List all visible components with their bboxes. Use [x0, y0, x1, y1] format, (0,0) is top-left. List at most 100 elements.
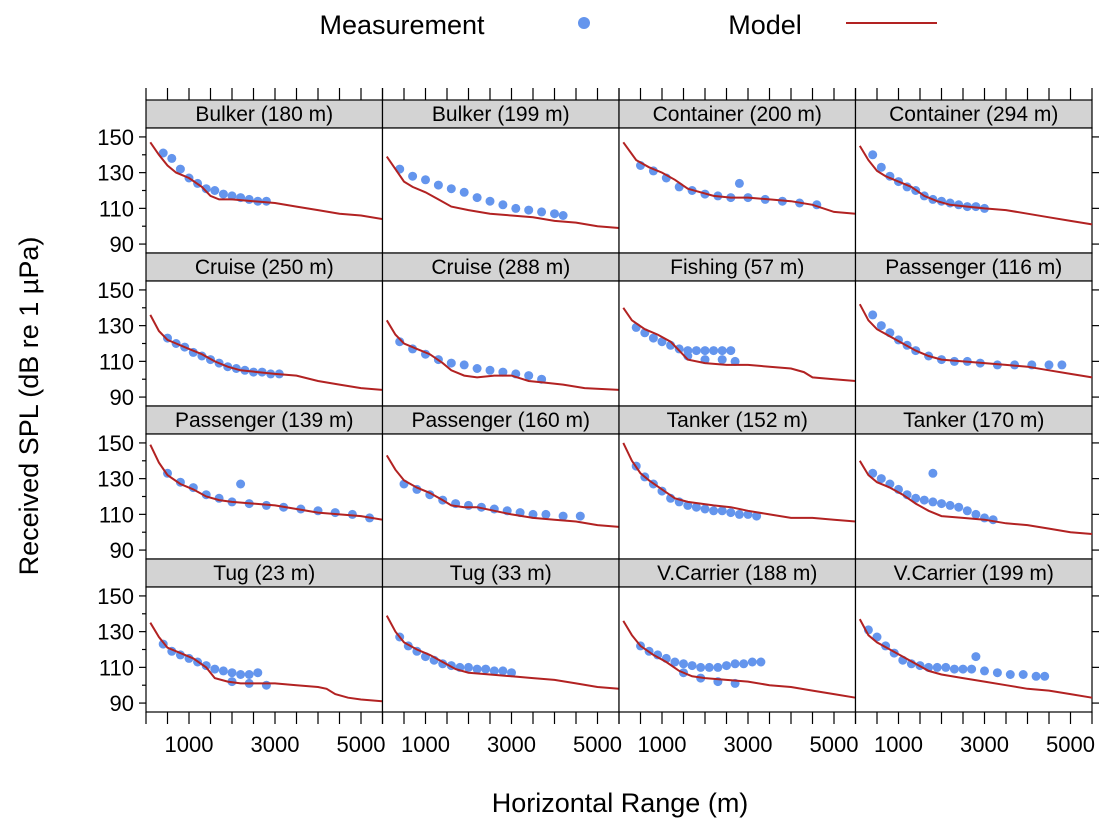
- model-line: [385, 156, 620, 229]
- measurement-point: [734, 178, 744, 188]
- y-tick-label: 130: [97, 314, 134, 339]
- measurement-point: [704, 662, 714, 672]
- measurement-point: [511, 203, 521, 213]
- measurement-point: [433, 180, 443, 190]
- x-tick-label: 1000: [874, 732, 923, 757]
- model-line: [622, 620, 856, 699]
- measurement-point: [730, 356, 740, 366]
- panel-strip: [854, 99, 1093, 129]
- measurement-point: [691, 502, 701, 512]
- measurement-point: [558, 211, 568, 220]
- measurement-point: [928, 468, 938, 478]
- measurement-point: [507, 668, 516, 678]
- measurement-point: [489, 666, 499, 676]
- panel-0: Bulker (180 m): [139, 88, 384, 254]
- measurement-point: [244, 194, 254, 204]
- y-tick-label: 130: [97, 467, 134, 492]
- panel-15: V.Carrier (199 m): [854, 558, 1099, 724]
- measurement-point: [709, 346, 719, 356]
- measurement-point: [395, 337, 405, 347]
- measurement-point: [967, 664, 977, 674]
- panel-frame: [381, 127, 620, 254]
- measurement-point: [524, 371, 534, 381]
- x-tick-label: 5000: [337, 732, 386, 757]
- measurement-point: [971, 509, 981, 519]
- panel-frame: [618, 280, 857, 407]
- measurement-point: [739, 659, 749, 669]
- measurement-point: [524, 205, 534, 215]
- measurement-point: [472, 364, 482, 373]
- y-tick-label: 90: [110, 691, 134, 716]
- measurement-point: [722, 661, 731, 671]
- measurement-point: [218, 189, 228, 199]
- measurement-point: [459, 360, 469, 370]
- measurement-point: [330, 508, 340, 518]
- panel-frame: [381, 433, 620, 560]
- measurement-point: [1044, 360, 1054, 370]
- x-tick-label: 1000: [401, 732, 450, 757]
- measurement-point: [980, 666, 989, 676]
- panel-14: V.Carrier (188 m): [618, 558, 857, 724]
- measurement-point: [679, 659, 688, 669]
- measurement-point: [717, 355, 727, 365]
- panel-frame: [618, 586, 857, 713]
- measurement-point: [201, 661, 211, 671]
- panel-12: Tug (23 m): [139, 558, 384, 724]
- measurement-point: [756, 657, 766, 667]
- panel-frame: [145, 280, 384, 407]
- measurement-point: [674, 344, 684, 354]
- measurement-point: [958, 664, 968, 674]
- legend-label-model: Model: [728, 10, 802, 40]
- measurement-point: [210, 186, 220, 195]
- x-axis-title: Horizontal Range (m): [492, 788, 749, 818]
- measurement-point: [537, 207, 547, 217]
- measurement-point: [648, 333, 658, 343]
- panel-strip: [854, 252, 1093, 282]
- panel-6: Fishing (57 m): [618, 252, 857, 407]
- panel-frame: [618, 433, 857, 560]
- x-tick-label: 5000: [573, 732, 622, 757]
- measurement-point: [421, 175, 430, 185]
- measurement-point: [700, 504, 710, 514]
- measurement-point: [876, 321, 886, 331]
- measurement-point: [236, 479, 246, 489]
- measurement-point: [1040, 671, 1050, 681]
- panel-title: Passenger (139 m): [175, 409, 354, 432]
- measurement-point: [481, 664, 491, 674]
- model-line: [149, 444, 383, 521]
- measurement-point: [236, 670, 246, 679]
- measurement-point: [158, 148, 168, 158]
- measurement-point: [717, 506, 727, 516]
- measurement-point: [201, 184, 211, 194]
- panel-frame: [145, 586, 384, 713]
- panel-title: Cruise (250 m): [195, 256, 334, 279]
- measurement-point: [932, 662, 942, 672]
- panel-title: Passenger (116 m): [885, 256, 1062, 279]
- measurement-point: [700, 346, 710, 356]
- y-tick-label: 150: [97, 584, 134, 609]
- measurement-point: [485, 365, 495, 375]
- panel-strip: [854, 558, 1093, 588]
- y-tick-label: 110: [99, 502, 134, 527]
- measurement-point: [313, 506, 323, 516]
- model-line: [858, 460, 1093, 535]
- measurement-point: [575, 511, 585, 521]
- model-line: [149, 622, 383, 703]
- measurement-point: [175, 164, 185, 174]
- model-line: [858, 145, 1093, 226]
- measurement-point: [696, 662, 706, 672]
- panel-11: Tanker (170 m): [854, 405, 1099, 560]
- measurement-point: [713, 662, 723, 672]
- panel-strip: [145, 558, 384, 588]
- measurement-point: [726, 346, 736, 356]
- panel-title: Tanker (152 m): [667, 409, 808, 432]
- measurement-point: [498, 367, 508, 377]
- panel-title: Fishing (57 m): [670, 256, 804, 279]
- panel-strip: [381, 252, 620, 282]
- measurement-point: [747, 657, 757, 667]
- panel-10: Tanker (152 m): [618, 405, 857, 560]
- panel-title: V.Carrier (199 m): [894, 562, 1054, 585]
- y-tick-label: 110: [99, 349, 134, 374]
- panel-frame: [381, 280, 620, 407]
- y-tick-label: 150: [97, 431, 134, 456]
